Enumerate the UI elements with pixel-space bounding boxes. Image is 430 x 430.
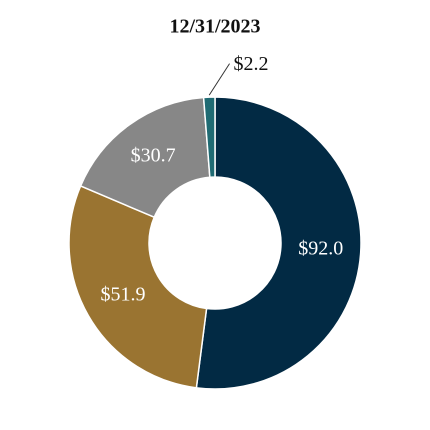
data-label: $30.7 bbox=[131, 145, 176, 167]
data-label: $92.0 bbox=[298, 237, 343, 259]
data-label: $51.9 bbox=[101, 283, 146, 305]
data-label: $2.2 bbox=[234, 53, 269, 75]
donut-slice bbox=[202, 96, 216, 179]
donut-slice bbox=[79, 96, 211, 219]
donut-slice bbox=[68, 184, 208, 389]
donut-slice bbox=[195, 96, 362, 390]
chart-title: 12/31/2023 bbox=[169, 16, 260, 38]
leader-line bbox=[208, 63, 230, 96]
